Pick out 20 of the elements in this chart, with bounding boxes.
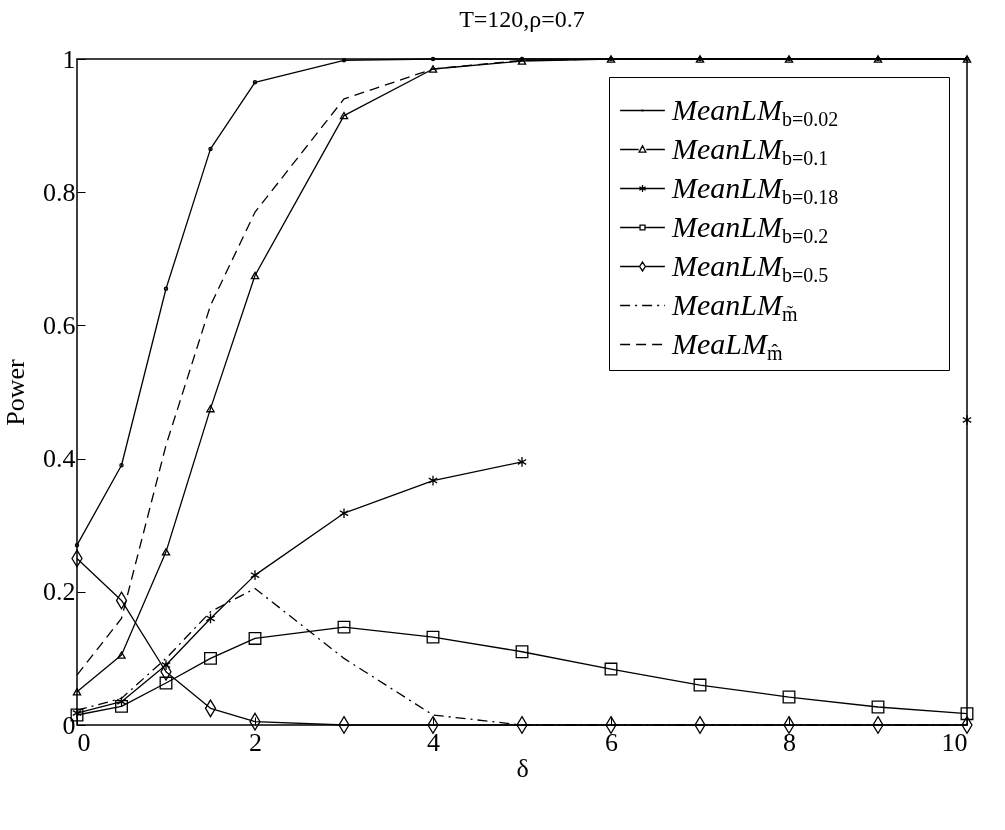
chart-title: T=120,ρ=0.7: [459, 6, 585, 32]
y-tick-label: 0.2: [43, 577, 76, 607]
x-axis-title: δ: [516, 753, 529, 783]
x-tick-label: 4: [427, 727, 440, 757]
y-axis-title: Power: [1, 358, 30, 426]
legend-label: MeanLM$_{b=0.1}$: [671, 131, 829, 169]
legend-label: MeanLM$_{b=0.02}$: [671, 92, 839, 130]
legend-label: MeaLM$_{m̂}$: [671, 326, 783, 364]
x-tick-label: 8: [783, 727, 796, 757]
y-tick-label: 0.8: [43, 177, 76, 207]
y-tick-label: 1: [62, 44, 76, 74]
legend-label: MeanLM$_{b=0.2}$: [671, 209, 829, 247]
y-tick-label: 0.6: [43, 310, 76, 340]
legend-label: MeanLM$_{b=0.18}$: [671, 170, 839, 208]
x-tick-label: 10: [941, 727, 968, 757]
x-tick-label: 2: [249, 727, 262, 757]
legend-label: MeanLM$_{m̃}$: [671, 287, 798, 325]
x-tick-label: 6: [605, 727, 618, 757]
legend-label: MeanLM$_{b=0.5}$: [671, 248, 829, 286]
y-tick-label: 0.4: [43, 444, 76, 474]
